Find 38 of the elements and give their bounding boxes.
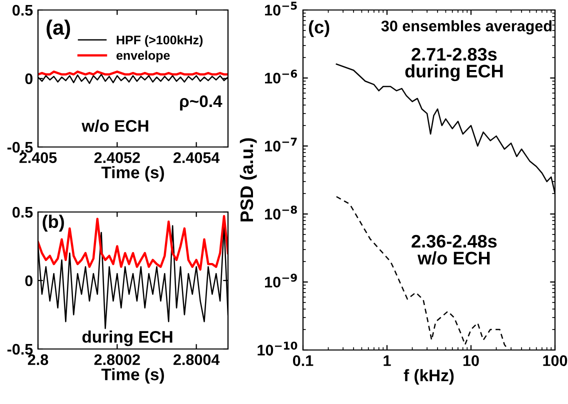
y-tick-label: 0 <box>25 73 33 84</box>
y-tick-label: -0.5 <box>7 344 33 355</box>
legend-label: HPF (>100kHz) <box>116 35 203 47</box>
y-tick-label: 10$^{−9}$ <box>265 274 297 288</box>
y-tick-label: 10$^{−7}$ <box>265 138 297 152</box>
x-tick-label: 10 <box>463 355 479 366</box>
y-tick-label: -0.5 <box>7 142 33 153</box>
x-tick-label: 2.4052 <box>94 152 140 164</box>
annotation: 30 ensembles averaged <box>381 20 552 35</box>
x-axis-title: f (kHz) <box>404 369 454 385</box>
x-axis-title: Time (s) <box>101 166 164 182</box>
x-tick-label: 2.4054 <box>174 152 220 164</box>
y-tick-label: 10$^{−8}$ <box>265 206 297 220</box>
legend-label: envelope <box>116 50 170 62</box>
x-tick-label: 1 <box>384 355 391 366</box>
x-axis-title: Time (s) <box>101 368 164 384</box>
annotation: (c) <box>308 20 330 38</box>
x-tick-label: 2.8002 <box>94 354 140 366</box>
annotation: (b) <box>42 214 64 232</box>
line-series <box>38 215 228 271</box>
annotation: ρ~0.4 <box>180 95 222 110</box>
x-tick-label: 2.8004 <box>174 354 220 366</box>
y-tick-label: 10$^{−10}$ <box>258 342 298 356</box>
y-axis-title: PSD (a.u.) <box>240 138 257 222</box>
annotation: (a) <box>46 20 70 40</box>
annotation: 2.36-2.48s w/o ECH <box>412 234 497 265</box>
y-tick-label: 0.5 <box>12 4 33 16</box>
x-tick-label: 2.8 <box>28 354 48 366</box>
y-tick-label: 0.5 <box>12 206 33 218</box>
x-tick-label: 2.405 <box>19 152 57 164</box>
annotation: during ECH <box>82 330 172 346</box>
x-tick-label: 0.1 <box>292 355 314 366</box>
y-tick-label: 0 <box>25 275 33 286</box>
x-tick-label: 100 <box>543 355 568 366</box>
y-tick-label: 10$^{−6}$ <box>265 70 298 84</box>
annotation: 2.71-2.83s during ECH <box>405 48 503 82</box>
y-tick-label: 10$^{−5}$ <box>265 2 297 16</box>
annotation: w/o ECH <box>82 120 148 132</box>
